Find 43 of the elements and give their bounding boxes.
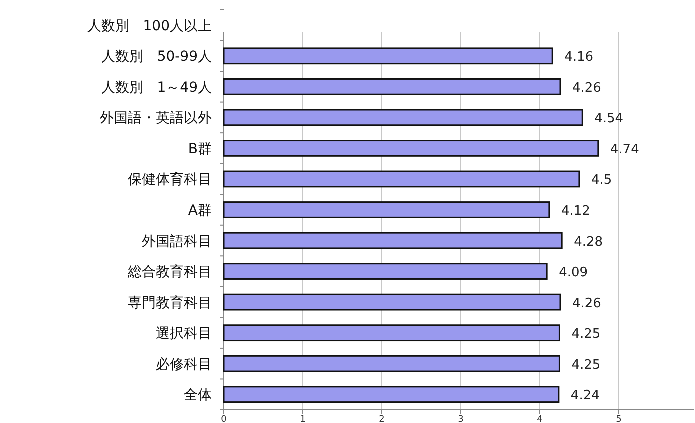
data-label: 4.74 <box>610 142 640 158</box>
bar <box>223 202 550 218</box>
y-tick-label: 選択科目 <box>156 326 212 342</box>
y-tick-label: 専門教育科目 <box>128 294 212 312</box>
data-label: 4.24 <box>570 388 600 404</box>
y-tick-label: 人数別 50-99人 <box>101 49 212 66</box>
y-tick-label: 保健体育科目 <box>128 171 212 188</box>
data-label: 4.26 <box>572 80 602 96</box>
data-label: 4.28 <box>574 234 604 250</box>
x-tick-label: 2 <box>379 415 385 423</box>
y-tick-label: 外国語・英語以外 <box>100 110 212 127</box>
bar <box>223 170 580 188</box>
x-tick-label: 5 <box>616 415 622 423</box>
bar <box>223 294 562 311</box>
bar <box>223 78 562 96</box>
data-label: 4.26 <box>572 296 602 312</box>
data-label: 4.16 <box>564 50 594 66</box>
y-tick-label: 人数別 1～49人 <box>101 80 212 96</box>
y-tick-label: 必修科目 <box>156 356 212 373</box>
data-label: 4.25 <box>572 327 601 342</box>
y-tick-label: B群 <box>188 141 212 158</box>
data-label: 4.09 <box>559 266 588 281</box>
bar <box>223 324 560 342</box>
y-tick-label: 外国語科目 <box>142 234 212 250</box>
x-tick-label: 3 <box>458 415 464 423</box>
bar <box>223 386 560 404</box>
bar <box>223 355 560 372</box>
data-label: 4.5 <box>591 173 612 188</box>
bar <box>223 232 563 250</box>
bar <box>223 109 584 126</box>
y-tick-label: 全体 <box>184 388 212 404</box>
bar <box>223 48 554 65</box>
data-label: 4.25 <box>572 358 601 373</box>
x-tick-label: 0 <box>221 415 228 423</box>
x-tick-label: 4 <box>537 415 544 423</box>
y-tick-label: A群 <box>188 203 212 219</box>
data-label: 4.54 <box>594 112 624 127</box>
y-tick-label: 人数別 100人以上 <box>87 18 212 34</box>
x-tick-label: 1 <box>300 415 306 423</box>
bar <box>223 263 548 280</box>
bar <box>223 140 600 157</box>
y-tick-label: 総合教育科目 <box>127 264 212 281</box>
data-label: 4.12 <box>561 204 590 219</box>
